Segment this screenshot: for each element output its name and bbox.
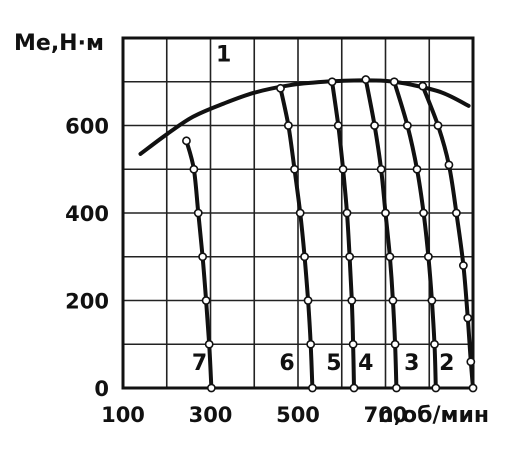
x-tick-label: 700: [364, 403, 408, 427]
x-tick-label: 300: [189, 403, 233, 427]
series-label: 1: [216, 42, 231, 67]
data-point: [376, 164, 386, 174]
data-point: [206, 383, 216, 393]
y-tick-label: 0: [94, 377, 109, 401]
series-label: 7: [192, 351, 207, 376]
series-label: 5: [326, 351, 341, 376]
data-point: [381, 208, 390, 218]
data-point: [300, 252, 309, 262]
series-4: 4: [358, 75, 401, 393]
data-point: [342, 208, 352, 218]
data-point: [370, 121, 379, 130]
data-point: [466, 357, 476, 367]
data-point: [182, 136, 191, 146]
data-point: [338, 164, 348, 174]
data-point: [389, 77, 399, 87]
data-point: [283, 121, 293, 130]
data-point: [402, 121, 412, 130]
data-point: [430, 339, 439, 349]
series-label: 2: [439, 351, 454, 376]
data-point: [451, 208, 461, 218]
data-point: [423, 252, 433, 262]
data-point: [349, 383, 359, 393]
y-axis-label: Me,Н·м: [14, 31, 104, 56]
data-point: [463, 313, 473, 323]
data-point: [468, 383, 478, 393]
series-2: 2: [418, 81, 478, 393]
y-tick-label: 400: [65, 202, 109, 226]
data-point: [198, 252, 208, 262]
data-point: [444, 160, 454, 170]
data-point: [427, 296, 437, 305]
data-point: [412, 164, 422, 174]
series-6: 6: [276, 83, 317, 393]
data-point: [433, 121, 443, 130]
series-label: 4: [358, 351, 373, 376]
data-point: [388, 296, 398, 305]
data-point: [345, 252, 355, 262]
x-tick-label: 100: [101, 403, 145, 427]
data-point: [385, 252, 395, 262]
series-3: 3: [389, 77, 441, 393]
data-point: [392, 383, 401, 393]
data-point: [348, 339, 358, 349]
data-point: [333, 121, 343, 130]
plot-frame: [121, 36, 475, 390]
data-point: [295, 208, 305, 218]
data-point: [276, 83, 285, 93]
tick-labels: 100 300 500 700 0 200 400 600: [65, 115, 407, 428]
data-point: [303, 296, 313, 305]
data-point: [308, 383, 317, 393]
data-point: [458, 261, 468, 270]
series-label: 3: [404, 351, 419, 376]
data-point: [419, 208, 428, 218]
data-point: [189, 164, 199, 174]
data-point: [390, 339, 400, 349]
data-point: [418, 81, 428, 91]
data-point: [327, 77, 337, 87]
x-tick-label: 500: [276, 403, 320, 427]
series-line: [138, 78, 471, 156]
data-point: [361, 75, 371, 84]
series-label: 6: [279, 351, 294, 376]
data-point: [201, 296, 211, 305]
data-point: [306, 339, 316, 349]
series-5: 5: [326, 77, 359, 393]
data-point: [347, 296, 357, 305]
y-tick-label: 200: [65, 290, 109, 314]
data-point: [431, 383, 441, 393]
series-1: 1: [138, 42, 471, 156]
series-7: 7: [182, 136, 216, 393]
data-point: [193, 208, 203, 218]
y-tick-label: 600: [65, 115, 109, 139]
data-point: [290, 164, 299, 174]
series-line: [420, 84, 475, 390]
data-point: [204, 339, 214, 349]
x-axis-label: n,об/мин: [378, 403, 489, 428]
